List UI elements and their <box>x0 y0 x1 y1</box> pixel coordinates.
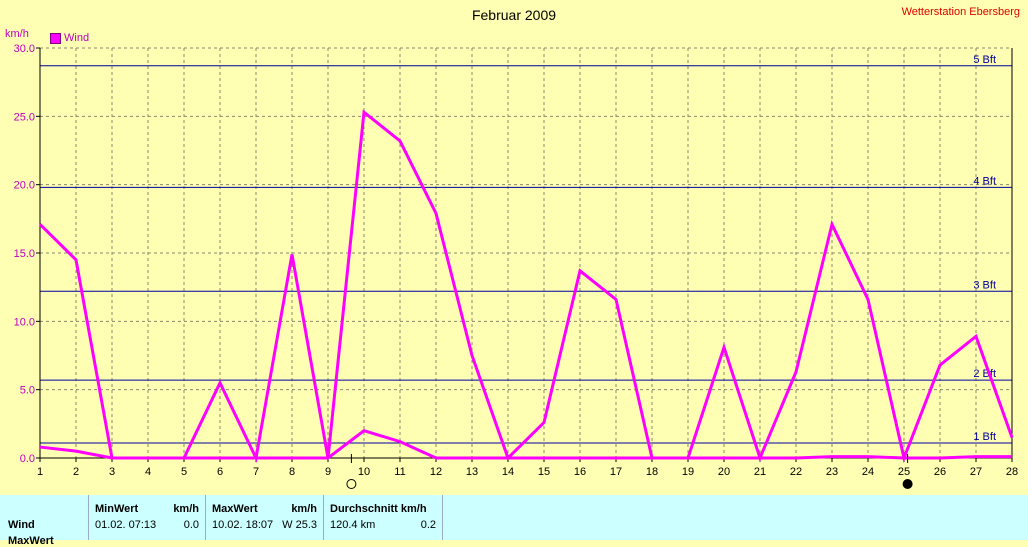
legend: Wind <box>50 32 89 44</box>
series-line-2 <box>39 429 1012 460</box>
series-line-wind <box>38 109 1014 464</box>
max-value: W 25.3 <box>282 519 317 531</box>
y-tick-label: 5.0 <box>20 385 35 397</box>
max-date: 10.02. 18:07 <box>212 519 274 531</box>
x-tick-label: 6 <box>217 466 223 478</box>
x-tick-label: 28 <box>1006 466 1018 478</box>
row-label-wind: Wind <box>8 519 35 531</box>
min-cell: MinWert km/h 01.02. 07:13 0.0 <box>88 495 205 540</box>
x-tick-label: 23 <box>826 466 838 478</box>
avg-header: Durchschnitt km/h <box>330 503 427 515</box>
x-tick-label: 13 <box>466 466 478 478</box>
station-name: Wetterstation Ebersberg <box>901 6 1020 18</box>
x-tick-label: 7 <box>253 466 259 478</box>
avg-cell: Durchschnitt km/h 120.4 km 0.2 <box>323 495 443 540</box>
max-cell: MaxWert km/h 10.02. 18:07 W 25.3 <box>205 495 323 540</box>
max-header: MaxWert <box>212 503 258 515</box>
y-tick-label: 10.0 <box>14 316 35 328</box>
x-tick-label: 18 <box>646 466 658 478</box>
new-moon-icon <box>902 479 913 489</box>
x-tick-label: 2 <box>73 466 79 478</box>
x-tick-label: 21 <box>754 466 766 478</box>
x-tick-label: 1 <box>37 466 43 478</box>
avg-value: 0.2 <box>420 519 436 531</box>
x-tick-label: 15 <box>538 466 550 478</box>
bft-label: 1 Bft <box>973 431 996 443</box>
x-tick-label: 14 <box>502 466 514 478</box>
x-tick-label: 4 <box>145 466 151 478</box>
min-unit: km/h <box>173 503 199 515</box>
x-tick-label: 5 <box>181 466 187 478</box>
chart-title: Februar 2009 <box>471 7 557 23</box>
bft-label: 3 Bft <box>973 279 996 291</box>
x-tick-label: 26 <box>934 466 946 478</box>
y-tick-label: 0.0 <box>20 453 35 465</box>
x-tick-label: 17 <box>610 466 622 478</box>
x-tick-label: 16 <box>574 466 586 478</box>
x-tick-label: 22 <box>790 466 802 478</box>
y-axis-unit: km/h <box>5 28 29 40</box>
x-tick-label: 10 <box>358 466 370 478</box>
x-tick-label: 27 <box>970 466 982 478</box>
legend-swatch <box>50 32 61 44</box>
bft-label: 4 Bft <box>973 175 996 187</box>
min-header: MinWert <box>95 503 139 515</box>
min-date: 01.02. 07:13 <box>95 519 157 531</box>
min-value: 0.0 <box>183 519 199 531</box>
bft-label: 2 Bft <box>973 368 996 380</box>
x-tick-label: 8 <box>289 466 295 478</box>
row-label-maxwert: MaxWert <box>8 535 54 547</box>
max-unit: km/h <box>291 503 317 515</box>
summary-table: Wind MaxWert MinWert km/h 01.02. 07:13 0… <box>0 495 1028 547</box>
x-tick-label: 3 <box>109 466 115 478</box>
y-tick-label: 30.0 <box>14 43 35 55</box>
avg-distance: 120.4 km <box>330 519 376 531</box>
x-tick-label: 11 <box>394 466 405 478</box>
y-tick-label: 20.0 <box>14 180 35 192</box>
x-tick-label: 20 <box>718 466 730 478</box>
x-tick-label: 19 <box>682 466 694 478</box>
x-tick-label: 12 <box>430 466 442 478</box>
y-tick-label: 25.0 <box>14 111 35 123</box>
legend-label: Wind <box>64 32 90 44</box>
y-tick-label: 15.0 <box>14 248 35 260</box>
full-moon-icon <box>346 479 357 489</box>
x-tick-label: 9 <box>325 466 331 478</box>
x-tick-label: 25 <box>898 466 910 478</box>
x-tick-label: 24 <box>862 466 874 478</box>
bft-label: 5 Bft <box>973 54 996 66</box>
